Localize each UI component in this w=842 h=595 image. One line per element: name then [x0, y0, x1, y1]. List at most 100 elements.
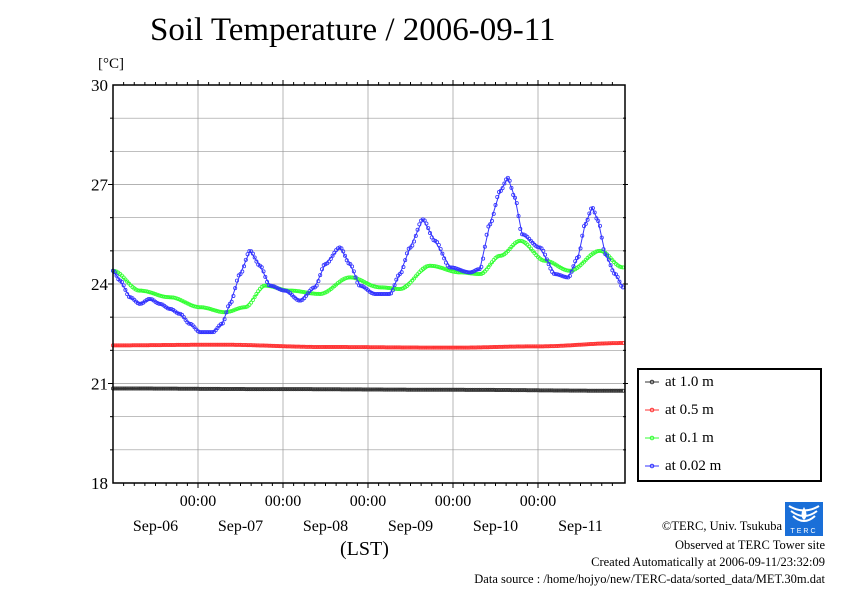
data-point: [518, 238, 523, 243]
data-point: [270, 283, 275, 288]
data-point: [394, 277, 399, 282]
data-point: [208, 307, 213, 312]
data-point: [296, 298, 301, 303]
legend-label: at 0.02 m: [665, 458, 722, 474]
data-point: [252, 255, 257, 260]
data-point: [493, 203, 498, 208]
data-point: [557, 272, 562, 277]
legend-item-1m: at 1.0 m: [645, 374, 714, 391]
data-point: [220, 321, 225, 326]
legend-marker-icon: [645, 435, 659, 441]
x-day-label: Sep-09: [388, 518, 433, 535]
created-text: Created Automatically at 2006-09-11/23:3…: [591, 555, 825, 569]
x-time-label: 00:00: [435, 493, 471, 510]
data-point: [573, 259, 578, 264]
logo-drop-icon: TERC: [788, 505, 820, 535]
data-point: [440, 251, 445, 256]
data-point: [243, 257, 248, 262]
data-point: [449, 265, 454, 270]
data-point: [482, 244, 487, 249]
data-point: [442, 266, 447, 271]
data-point: [553, 272, 558, 277]
data-point: [512, 195, 517, 200]
data-point: [404, 251, 409, 256]
data-point: [190, 303, 195, 308]
data-point: [613, 272, 618, 277]
data-point: [427, 231, 432, 236]
data-point: [327, 259, 332, 264]
data-point: [357, 283, 362, 288]
data-point: [261, 269, 266, 274]
y-axis-unit: [°C]: [98, 56, 124, 72]
data-point: [222, 317, 227, 322]
data-point: [475, 267, 480, 272]
data-point: [429, 235, 434, 240]
data-point: [443, 260, 448, 265]
data-point: [158, 301, 163, 306]
data-point: [431, 263, 436, 268]
data-point: [229, 299, 234, 304]
data-point: [468, 270, 473, 275]
data-point: [231, 293, 236, 298]
x-day-label: Sep-08: [303, 518, 348, 535]
data-point: [229, 308, 234, 313]
data-point: [211, 308, 216, 313]
data-point: [298, 289, 303, 294]
data-point: [438, 246, 443, 251]
data-point: [181, 315, 186, 320]
data-point: [295, 289, 300, 294]
data-point: [403, 258, 408, 263]
data-point: [415, 227, 420, 232]
data-point: [498, 253, 503, 258]
data-point: [567, 273, 572, 278]
data-point: [489, 218, 494, 223]
data-point: [569, 269, 574, 274]
data-point: [401, 264, 406, 269]
data-point: [351, 269, 356, 274]
data-point: [236, 306, 241, 311]
data-point: [342, 276, 347, 281]
data-point: [328, 256, 333, 261]
data-point: [157, 301, 162, 306]
y-tick-label: 27: [91, 176, 109, 195]
data-point: [422, 218, 427, 223]
data-point: [311, 285, 316, 290]
data-point: [477, 272, 482, 277]
data-point: [580, 233, 585, 238]
data-point: [551, 271, 556, 276]
data-point: [479, 264, 484, 269]
data-point: [387, 291, 392, 296]
data-point: [560, 274, 565, 279]
data-point: [302, 290, 307, 295]
data-point: [165, 306, 170, 311]
data-point: [114, 273, 119, 278]
data-point: [176, 311, 181, 316]
data-point: [355, 280, 360, 285]
data-point: [339, 246, 344, 251]
data-point: [201, 305, 206, 310]
x-day-label: Sep-06: [133, 518, 178, 535]
data-point: [536, 245, 541, 250]
data-point: [516, 214, 521, 219]
data-point: [332, 250, 337, 255]
data-point: [564, 275, 569, 280]
data-point: [619, 341, 624, 346]
data-point: [146, 289, 151, 294]
data-point: [121, 283, 126, 288]
data-point: [594, 249, 599, 254]
data-point: [123, 287, 128, 292]
x-time-label: 00:00: [180, 493, 216, 510]
data-point: [585, 217, 590, 222]
data-point: [254, 259, 259, 264]
data-point: [498, 188, 503, 193]
data-point: [576, 254, 581, 259]
legend-label: at 0.5 m: [665, 402, 714, 418]
data-point: [424, 264, 429, 269]
data-point: [562, 267, 567, 272]
legend-marker-icon: [645, 463, 659, 469]
legend: at 1.0 m at 0.5 m at 0.1 m at 0.02 m: [637, 368, 822, 482]
data-point: [148, 290, 153, 295]
data-point: [461, 269, 466, 274]
